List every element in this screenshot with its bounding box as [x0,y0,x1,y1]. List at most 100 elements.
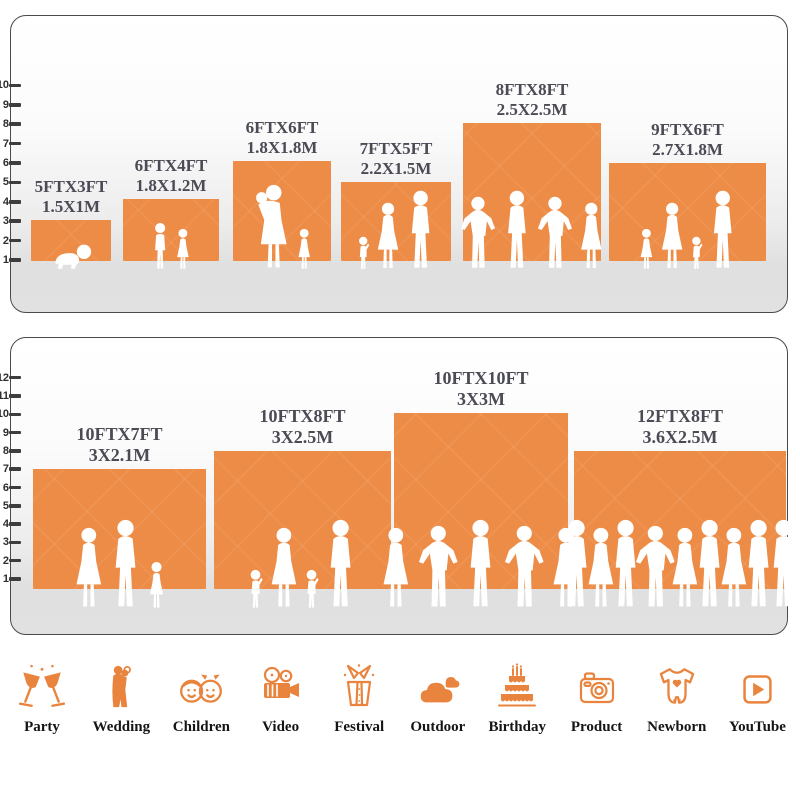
medium-backdrops-panel: 12345678910111210FTX7FT3X2.1M10FTX8FT3X2… [0,337,788,635]
backdrop-5ftx3ft: 5FTX3FT 1.5X1M [31,177,111,261]
ruler-tick [9,219,21,223]
ruler-number: 2 [2,554,9,567]
category-newborn[interactable]: Newborn [647,660,706,736]
backdrop-6ftx6ft: 6FTX6FT 1.8X1.8M [233,118,331,261]
man-silhouette [324,519,358,609]
product-icon [573,660,621,712]
category-outdoor[interactable]: Outdoor [410,660,466,736]
backdrop-rect [233,161,331,261]
ruler-number: 7 [2,463,9,476]
backdrop-size-label: 5FTX3FT 1.5X1M [34,176,108,216]
woman-silhouette [374,202,401,270]
backdrop-10ftx7ft: 10FTX7FT 3X2.1M [33,424,206,589]
ruler-number: 10 [0,79,9,92]
toddler-silhouette [356,236,370,270]
man-silhouette [501,190,531,270]
man-pose-silhouette [416,525,460,609]
backdrop-rect [609,163,766,261]
backdrop-size-label: 9FTX6FT 2.7X1.8M [651,119,724,159]
ruler-number: 11 [0,390,9,402]
woman-child-silhouette [251,184,291,270]
ruler-number: 8 [2,118,9,131]
category-children[interactable]: Children [173,660,230,736]
girl-silhouette [147,561,167,609]
ruler-tick [9,103,21,107]
backdrop-12ftx8ft: 12FTX8FT 3.6X2.5M [574,406,786,589]
backdrop-10ftx10ft: 10FTX10FT 3X3M [394,368,568,589]
ruler-number: 2 [2,234,9,247]
category-youtube[interactable]: YouTube [729,660,786,736]
backdrop-rect [33,469,206,589]
ruler-number: 4 [2,195,9,208]
ruler-number: 3 [2,215,9,228]
children-icon [176,660,226,712]
category-label: Newborn [647,719,707,735]
toddler-silhouette [690,236,704,270]
backdrop-8ftx8ft: 8FTX8FT 2.5X2.5M [463,80,601,261]
boy-silhouette [150,222,170,270]
ruler-number: 6 [2,481,9,494]
ruler-tick [9,577,21,581]
ruler-tick [9,540,21,545]
man-silhouette [766,519,800,609]
woman-silhouette [659,202,686,270]
ruler-tick [9,141,21,146]
party-icon [17,660,67,712]
man-silhouette [405,190,435,270]
festival-icon [335,660,383,712]
backdrop-size-label: 8FTX8FT 2.5X2.5M [495,79,569,119]
category-party[interactable]: Party [14,660,70,736]
backdrop-7ftx5ft: 7FTX5FT 2.2X1.5M [341,139,451,261]
ruler-number: 9 [2,98,9,111]
outdoor-icon [413,660,463,712]
ruler-tick [9,238,21,243]
newborn-icon [652,660,702,712]
ruler-tick [9,375,21,380]
birthday-icon [493,660,541,712]
backdrop-size-label: 6FTX4FT 1.8X1.2M [134,155,208,195]
category-label: Video [262,719,300,735]
woman-silhouette [267,527,300,609]
ruler-tick [9,430,21,435]
man-silhouette [708,190,738,270]
backdrop-rect [31,220,111,261]
category-label: Festival [334,719,385,735]
ruler-tick [9,200,21,204]
category-festival[interactable]: Festival [331,660,387,736]
ruler-tick [9,504,21,508]
wedding-icon [98,660,144,712]
girl-silhouette [637,228,655,270]
backdrop-size-label: 10FTX7FT 3X2.1M [76,423,163,465]
ruler-number: 5 [2,176,9,189]
backdrop-rect [214,451,391,589]
ruler-tick [9,122,21,126]
ruler-number: 12 [0,371,9,384]
category-product[interactable]: Product [569,660,625,736]
ruler-tick [9,412,21,417]
toddler-silhouette [247,569,263,609]
category-row: Party Wedding [0,660,800,736]
category-label: Children [172,719,230,735]
ruler-tick [9,258,21,262]
ruler-number: 1 [2,573,9,585]
backdrop-size-label: 7FTX5FT 2.2X1.5M [359,138,433,178]
category-label: Product [570,719,623,735]
video-icon [257,660,305,712]
category-label: Birthday [488,719,546,735]
category-birthday[interactable]: Birthday [488,660,546,736]
ruler-tick [9,449,21,453]
ruler-tick [9,180,21,185]
backdrop-size-label: 10FTX10FT 3X3M [433,367,529,409]
man-pose-silhouette [459,196,498,270]
ruler-number: 10 [0,408,9,421]
ruler-number: 7 [2,137,9,150]
category-label: Wedding [92,719,151,735]
category-wedding[interactable]: Wedding [92,660,151,736]
category-label: Outdoor [410,719,466,735]
category-label: Party [24,719,60,735]
ruler-tick [9,467,21,471]
woman-silhouette [379,527,412,609]
category-video[interactable]: Video [253,660,309,736]
